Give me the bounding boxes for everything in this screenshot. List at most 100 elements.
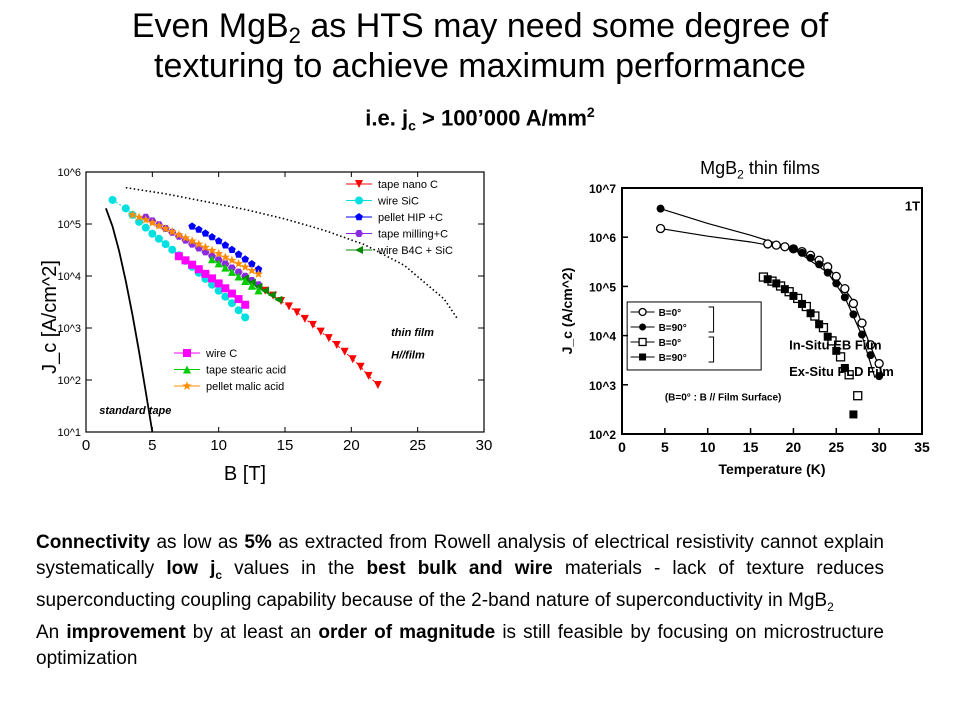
annotation: thin film: [391, 327, 434, 339]
data-point: [875, 372, 884, 381]
data-point: [200, 242, 210, 252]
data-point: [234, 259, 244, 268]
annotations: 1T In-Situ EB Film Ex-Situ PLD Film (B=0° :…: [665, 198, 920, 403]
data-point: [780, 242, 790, 252]
data-point: [827, 336, 837, 346]
y-tick-label: 10^5: [57, 219, 81, 231]
data-point: [241, 300, 250, 309]
series-2: [758, 272, 863, 401]
data-point: [154, 234, 163, 243]
y-tick-label: 10^2: [589, 428, 616, 442]
p1-run: values in the: [222, 558, 367, 579]
legend-marker: [183, 365, 191, 374]
annotation: Ex-Situ PLD Film: [789, 364, 894, 379]
p1-run: Connectivity: [36, 532, 151, 553]
legend-label: pellet malic acid: [206, 381, 284, 393]
p2-run: by at least an: [185, 621, 319, 643]
data-point: [798, 248, 806, 257]
p1-run: materials - lack of texture reduces supe…: [36, 558, 884, 611]
y-tick-label: 10^4: [57, 271, 81, 283]
legend: B=0° B=90° B=0° B=90°: [626, 301, 762, 371]
data-point: [840, 293, 849, 302]
plot-frame: [621, 187, 923, 435]
data-point: [247, 265, 257, 275]
legend-label: wire C: [205, 348, 237, 360]
jc-vs-field-chart: 0 5 10 15 20 25 30 10^1 10^2 10^3 10^4 10^5 10^6 B [T…: [39, 167, 492, 485]
data-point: [221, 241, 230, 249]
data-point: [798, 299, 806, 308]
data-point: [308, 320, 317, 329]
page-subtitle: i.e. jc > 100’000 A/mm2: [365, 104, 595, 134]
p2-run: improvement: [66, 621, 186, 643]
data-point: [840, 284, 850, 294]
x-tick-label: 15: [743, 439, 759, 455]
legend-label: B=90°: [659, 323, 687, 334]
data-point: [214, 237, 223, 245]
series-pellet-malic-acid: [127, 210, 263, 278]
data-point: [300, 314, 309, 323]
data-point: [789, 291, 798, 300]
data-point: [180, 233, 191, 242]
y-tick-label: 10^2: [57, 375, 81, 387]
data-point: [161, 240, 170, 249]
legend-label: tape milling+C: [378, 229, 448, 241]
x-tick-label: 30: [871, 439, 887, 455]
legend-label: B=0°: [659, 338, 682, 349]
data-point: [332, 341, 341, 350]
data-point: [227, 255, 237, 265]
data-point: [857, 318, 867, 328]
data-point: [267, 291, 276, 300]
annotation: (B=0° : B // Film Surface): [665, 392, 782, 403]
data-point: [316, 327, 325, 336]
x-axis: 0 5 10 15 20 25 30 35: [618, 428, 930, 455]
x-tick-label: 5: [148, 437, 156, 454]
data-point: [214, 279, 223, 288]
legend-marker: [355, 180, 363, 188]
data-point: [858, 330, 866, 339]
legend-label: B=0°: [659, 308, 682, 319]
data-point: [187, 236, 197, 245]
data-point: [364, 371, 373, 380]
series-3: [763, 275, 858, 419]
data-point: [214, 259, 223, 268]
data-point: [780, 285, 789, 294]
x-tick-label: 10: [210, 437, 227, 454]
data-point: [234, 295, 243, 304]
data-point: [234, 250, 243, 258]
x-tick-label: 20: [343, 437, 360, 454]
data-point: [261, 286, 270, 295]
series-standard-tape: [105, 208, 154, 433]
data-point: [831, 271, 841, 282]
data-point: [763, 275, 772, 284]
data-point: [835, 352, 846, 362]
y-tick-label: 10^1: [57, 427, 81, 439]
connectivity-paragraph: Connectivity as low as 5% as extracted f…: [36, 530, 884, 620]
data-point: [832, 279, 841, 288]
data-point: [656, 204, 665, 213]
data-point: [168, 245, 177, 254]
data-point: [763, 239, 773, 249]
data-point: [844, 370, 854, 380]
data-point: [241, 313, 250, 322]
data-point: [227, 299, 236, 308]
data-point: [823, 332, 832, 341]
data-point: [147, 218, 157, 227]
data-point: [806, 253, 815, 262]
data-point: [241, 277, 250, 286]
legend-box: [626, 301, 762, 371]
legend-marker: [639, 353, 647, 361]
data-point: [772, 279, 781, 288]
data-point: [248, 260, 256, 268]
series-pellet-hip-c: [188, 222, 263, 273]
p1-run: 2: [827, 599, 834, 614]
data-point: [274, 295, 283, 304]
data-point: [874, 358, 884, 369]
annotation: 1T: [905, 198, 920, 213]
annotation: standard tape: [99, 405, 171, 417]
x-tick-label: 15: [277, 437, 294, 454]
x-tick-label: 35: [914, 439, 930, 455]
data-point: [832, 346, 841, 355]
p1-run: as low as: [150, 532, 245, 553]
data-point: [221, 284, 230, 293]
series-wire-b4c-sic: [241, 274, 283, 304]
